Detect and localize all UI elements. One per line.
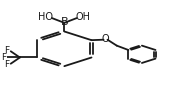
Text: F: F [4,60,10,69]
Text: OH: OH [76,12,91,22]
Text: O: O [102,34,109,44]
Text: F: F [1,53,6,62]
Text: HO: HO [38,12,53,22]
Text: F: F [4,46,10,55]
Text: B: B [61,17,68,27]
